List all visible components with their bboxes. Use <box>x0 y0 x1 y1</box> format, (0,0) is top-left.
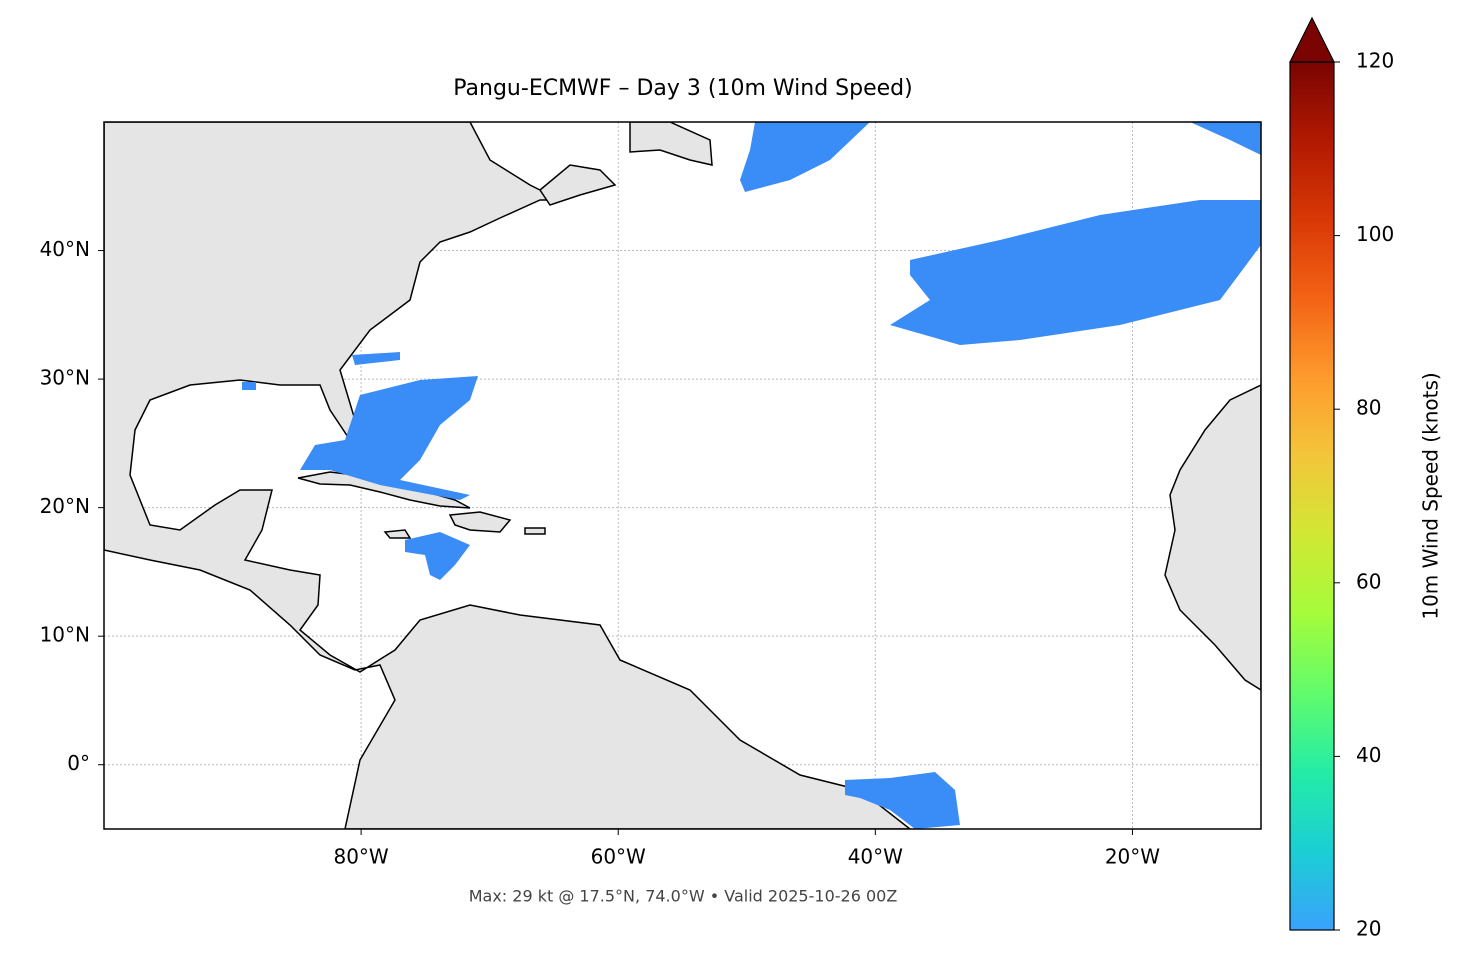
colorbar-tick-label: 80 <box>1356 396 1381 420</box>
colorbar-tick-label: 60 <box>1356 569 1381 593</box>
colorbar: 20 40 60 80 100 120 10m Wind Speed (knots) <box>1289 16 1443 941</box>
colorbar-label: 10m Wind Speed (knots) <box>1419 372 1443 619</box>
y-tick-label: 20°N <box>40 494 90 518</box>
chart-title: Pangu-ECMWF – Day 3 (10m Wind Speed) <box>453 76 912 101</box>
colorbar-fill <box>1290 62 1334 930</box>
x-tick-label: 20°W <box>1105 845 1160 869</box>
wind-region <box>890 200 1261 345</box>
map <box>104 122 1261 829</box>
hispaniola <box>383 511 546 539</box>
y-tick-label: 10°N <box>40 623 90 647</box>
colorbar-extend <box>1289 16 1335 63</box>
y-tick-label: 30°N <box>40 366 90 390</box>
colorbar-tick-label: 100 <box>1356 222 1394 246</box>
wind-region <box>242 352 470 580</box>
x-tick-label: 40°W <box>848 845 903 869</box>
colorbar-tick-label: 120 <box>1356 49 1394 73</box>
colorbar-tick-label: 20 <box>1356 917 1381 941</box>
colorbar-frame <box>1289 61 1335 931</box>
caption: Max: 29 kt @ 17.5°N, 74.0°W • Valid 2025… <box>469 887 898 906</box>
x-tick-label: 60°W <box>591 845 646 869</box>
africa <box>1164 384 1261 691</box>
canada-east <box>539 122 713 206</box>
wind-region <box>1190 122 1261 155</box>
colorbar-tick-label: 40 <box>1356 743 1381 767</box>
wind-region <box>300 376 478 500</box>
y-tick-label: 40°N <box>40 237 90 261</box>
wind-region <box>845 772 960 829</box>
x-tick-label: 80°W <box>333 845 388 869</box>
wind-region <box>740 122 870 192</box>
y-tick-label: 0° <box>67 751 90 775</box>
americas <box>104 122 912 829</box>
map-frame <box>103 121 1262 830</box>
